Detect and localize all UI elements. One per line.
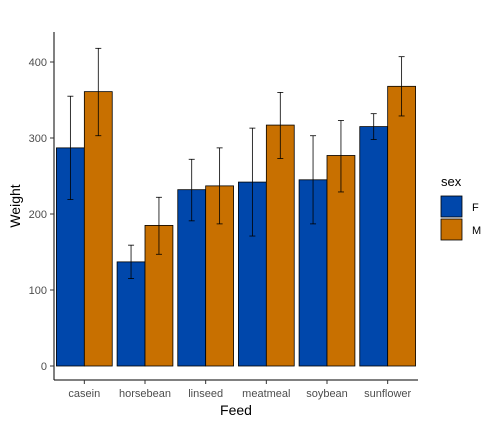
legend-key-M xyxy=(440,218,463,241)
bar-M-meatmeal xyxy=(265,124,295,367)
y-tick-label: 400 xyxy=(29,57,47,69)
axes: 0 100 200 300 400 casein horsebean linseed meatm… xyxy=(29,32,418,400)
legend-label-M: M xyxy=(472,225,481,237)
x-tick-label: casein xyxy=(68,388,100,400)
x-tick-label: meatmeal xyxy=(242,388,290,400)
x-tick-label: horsebean xyxy=(119,388,171,400)
y-tick-label: 0 xyxy=(41,361,47,373)
bar-F-sunflower xyxy=(359,126,389,367)
y-tick-label: 200 xyxy=(29,209,47,221)
y-tick-label: 100 xyxy=(29,285,47,297)
y-axis-title: Weight xyxy=(7,184,23,227)
x-tick-label: soybean xyxy=(306,388,348,400)
x-axis-title: Feed xyxy=(220,402,252,418)
legend-label-F: F xyxy=(472,202,479,214)
bar-M-sunflower xyxy=(387,85,416,367)
x-tick-label: sunflower xyxy=(364,388,411,400)
plot-area xyxy=(56,47,416,367)
x-tick-label: linseed xyxy=(188,388,223,400)
legend-key-F xyxy=(440,195,463,218)
y-tick-label: 300 xyxy=(29,133,47,145)
legend-title: sex xyxy=(441,174,462,189)
legend: sex FM xyxy=(440,174,481,241)
bar-M-casein xyxy=(83,91,113,367)
